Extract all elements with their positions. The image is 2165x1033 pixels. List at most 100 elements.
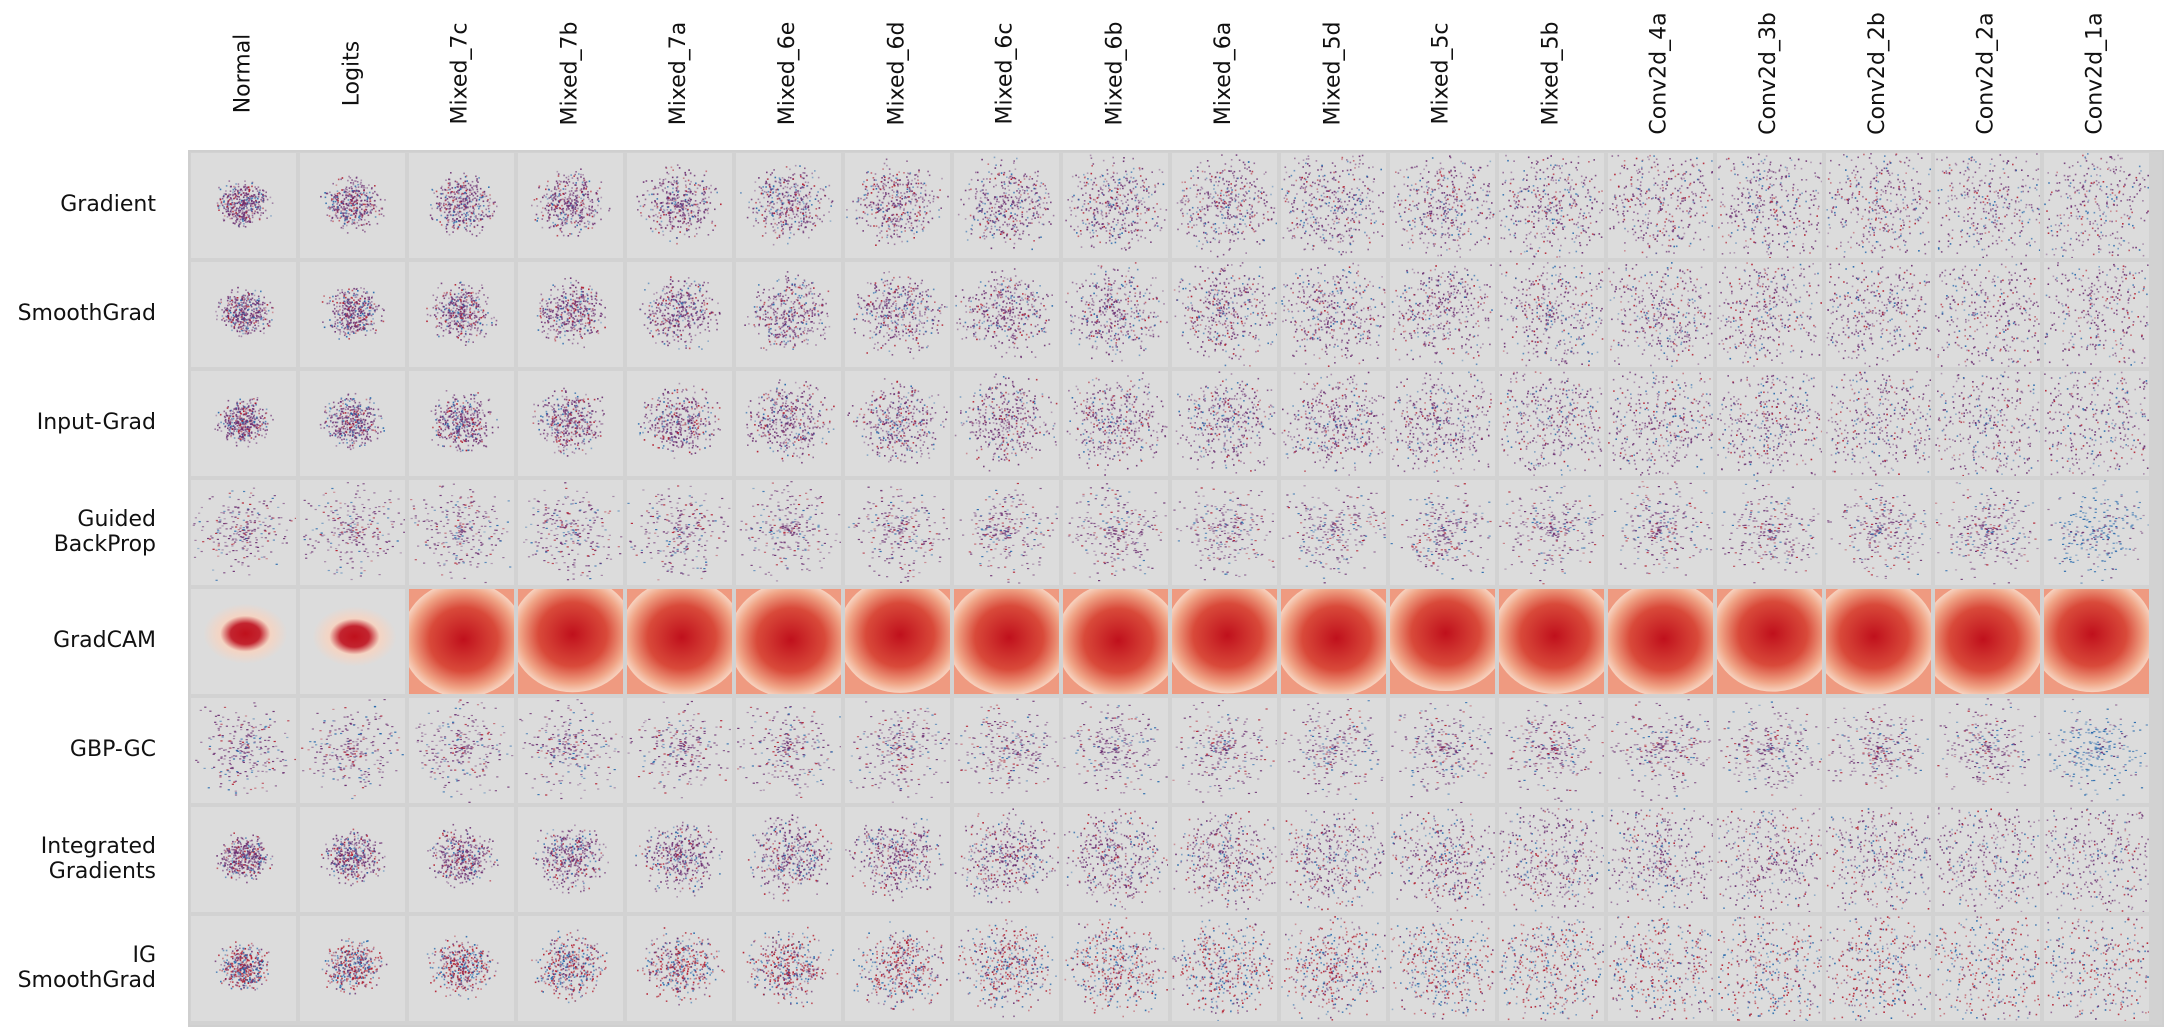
saliency-cell bbox=[1281, 916, 1386, 1021]
saliency-cell bbox=[736, 371, 841, 476]
saliency-map bbox=[191, 916, 296, 1021]
column-header-mixed_5c: Mixed_5c bbox=[1388, 8, 1496, 138]
saliency-map bbox=[1935, 480, 2040, 585]
saliency-cell bbox=[1281, 589, 1386, 694]
saliency-cell bbox=[1172, 262, 1277, 367]
saliency-cell bbox=[409, 153, 514, 258]
row-label-3: Guided BackProp bbox=[0, 479, 156, 584]
saliency-map bbox=[409, 262, 514, 367]
saliency-map bbox=[1499, 807, 1604, 912]
saliency-map bbox=[1172, 807, 1277, 912]
saliency-cell bbox=[1608, 480, 1713, 585]
saliency-cell bbox=[1499, 371, 1604, 476]
saliency-map bbox=[954, 153, 1059, 258]
column-header-conv2d_2b: Conv2d_2b bbox=[1824, 8, 1932, 138]
row-label-0: Gradient bbox=[0, 152, 156, 257]
saliency-map bbox=[518, 371, 623, 476]
saliency-cell bbox=[954, 916, 1059, 1021]
column-header-conv2d_2a: Conv2d_2a bbox=[1933, 8, 2041, 138]
saliency-map bbox=[1281, 480, 1386, 585]
column-headers: Normal Logits Mixed_7c Mixed_7b Mixed_7a Mixe… bbox=[0, 0, 2165, 150]
saliency-cell bbox=[409, 916, 514, 1021]
column-header-label: Mixed_7c bbox=[448, 22, 473, 124]
column-header-label: Mixed_6a bbox=[1211, 21, 1236, 124]
saliency-cell bbox=[518, 262, 623, 367]
column-header-mixed_6c: Mixed_6c bbox=[952, 8, 1060, 138]
saliency-map bbox=[1390, 916, 1495, 1021]
saliency-cell bbox=[1172, 153, 1277, 258]
row-label-text: Input-Grad bbox=[37, 410, 156, 435]
saliency-map bbox=[1390, 807, 1495, 912]
saliency-cell bbox=[1608, 916, 1713, 1021]
saliency-cell bbox=[409, 262, 514, 367]
saliency-cell bbox=[954, 807, 1059, 912]
saliency-cell bbox=[1172, 480, 1277, 585]
saliency-cell bbox=[1063, 371, 1168, 476]
column-header-label: Conv2d_1a bbox=[2083, 12, 2108, 134]
saliency-cell bbox=[1499, 916, 1604, 1021]
column-header-conv2d_1a: Conv2d_1a bbox=[2042, 8, 2150, 138]
saliency-cell bbox=[627, 589, 732, 694]
saliency-map bbox=[954, 589, 1059, 694]
saliency-map bbox=[2044, 916, 2149, 1021]
saliency-cell bbox=[300, 589, 405, 694]
saliency-map bbox=[191, 153, 296, 258]
saliency-map bbox=[1935, 916, 2040, 1021]
saliency-map bbox=[518, 262, 623, 367]
saliency-map bbox=[409, 807, 514, 912]
column-header-label: Mixed_7b bbox=[557, 21, 582, 125]
saliency-cell bbox=[954, 589, 1059, 694]
saliency-cell bbox=[1717, 153, 1822, 258]
saliency-map bbox=[954, 480, 1059, 585]
saliency-cell bbox=[1499, 480, 1604, 585]
saliency-cell bbox=[1172, 371, 1277, 476]
saliency-cell bbox=[1935, 698, 2040, 803]
saliency-cell bbox=[1281, 698, 1386, 803]
saliency-cell bbox=[736, 589, 841, 694]
saliency-map bbox=[1172, 589, 1277, 694]
saliency-cell bbox=[845, 371, 950, 476]
row-label-text: GradCAM bbox=[53, 628, 156, 653]
saliency-cell bbox=[518, 153, 623, 258]
saliency-cell bbox=[1717, 916, 1822, 1021]
saliency-cell bbox=[1935, 262, 2040, 367]
column-header-mixed_6e: Mixed_6e bbox=[734, 8, 842, 138]
column-header-label: Mixed_6d bbox=[884, 21, 909, 125]
saliency-map bbox=[1063, 153, 1168, 258]
saliency-map bbox=[1608, 698, 1713, 803]
saliency-map bbox=[954, 371, 1059, 476]
saliency-map bbox=[518, 807, 623, 912]
saliency-cell bbox=[300, 698, 405, 803]
column-header-label: Conv2d_2a bbox=[1974, 12, 1999, 134]
row-label-text: Gradient bbox=[60, 192, 156, 217]
saliency-cell bbox=[409, 807, 514, 912]
saliency-map bbox=[1499, 589, 1604, 694]
saliency-map bbox=[1935, 153, 2040, 258]
saliency-map bbox=[736, 698, 841, 803]
saliency-cell bbox=[191, 262, 296, 367]
row-label-1: SmoothGrad bbox=[0, 261, 156, 366]
column-header-mixed_6d: Mixed_6d bbox=[843, 8, 951, 138]
saliency-cell bbox=[1390, 589, 1495, 694]
column-header-label: Mixed_6e bbox=[775, 21, 800, 124]
saliency-cell bbox=[1608, 807, 1713, 912]
saliency-cell bbox=[845, 262, 950, 367]
saliency-cell bbox=[627, 153, 732, 258]
saliency-cell bbox=[518, 807, 623, 912]
column-header-mixed_6a: Mixed_6a bbox=[1170, 8, 1278, 138]
saliency-cell bbox=[736, 262, 841, 367]
saliency-map bbox=[1826, 371, 1931, 476]
saliency-map bbox=[1608, 916, 1713, 1021]
saliency-map bbox=[1063, 262, 1168, 367]
saliency-map bbox=[1063, 480, 1168, 585]
saliency-map bbox=[845, 916, 950, 1021]
saliency-cell bbox=[300, 916, 405, 1021]
saliency-cell bbox=[1063, 916, 1168, 1021]
saliency-map bbox=[191, 589, 296, 694]
saliency-cell bbox=[300, 153, 405, 258]
saliency-map bbox=[1826, 153, 1931, 258]
saliency-cell bbox=[518, 698, 623, 803]
saliency-map bbox=[627, 262, 732, 367]
saliency-cell bbox=[2044, 589, 2149, 694]
saliency-map bbox=[300, 153, 405, 258]
